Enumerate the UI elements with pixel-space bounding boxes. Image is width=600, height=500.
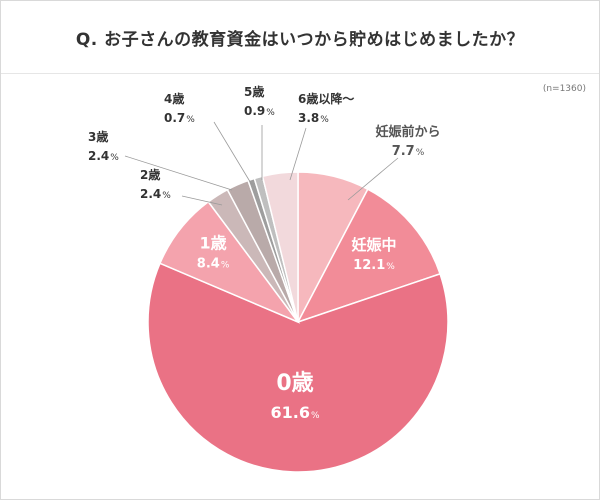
pie-slice (261, 171, 299, 323)
slice-label: 5歳 (244, 84, 264, 99)
leader-line (213, 121, 253, 186)
pie-slices (147, 171, 449, 473)
leader-line (347, 157, 399, 201)
slice-value: 0.7% (164, 111, 195, 125)
slice-value: 2.4% (88, 149, 119, 163)
slice-label: 6歳以降～ (298, 91, 354, 106)
slice-value: 8.4% (197, 256, 230, 271)
pie-slice (147, 262, 449, 473)
slice-value: 12.1% (353, 258, 395, 273)
slice-label: 妊娠中 (351, 236, 396, 254)
slice-label: 0歳 (276, 371, 313, 396)
slice-value: 3.8% (298, 111, 329, 125)
slice-value: 7.7% (392, 144, 425, 159)
slice-label: 3歳 (88, 129, 108, 144)
leader-line (181, 195, 223, 206)
sample-size-note: (n=1360) (542, 84, 586, 94)
slice-value: 2.4% (140, 187, 171, 201)
question-header: Q. お子さんの教育資金はいつから貯めはじめましたか？ (1, 1, 599, 74)
pie-slice (296, 188, 442, 324)
leader-line (289, 127, 307, 181)
leader-line (124, 155, 233, 191)
slice-label: 2歳 (140, 167, 160, 182)
slice-value: 0.9% (244, 104, 275, 118)
slice-label: 4歳 (164, 91, 184, 106)
slice-label: 1歳 (200, 233, 227, 252)
pie-labels: 妊娠前から 7.7% 妊娠中 12.1% 0歳 61.6% 1歳 8.4% 2歳 2.4% 3歳 2.… (88, 84, 441, 422)
question-title: Q. お子さんの教育資金はいつから貯めはじめましたか？ (75, 29, 525, 50)
slice-value: 61.6% (270, 403, 319, 422)
slice-label: 妊娠前から (375, 124, 440, 140)
